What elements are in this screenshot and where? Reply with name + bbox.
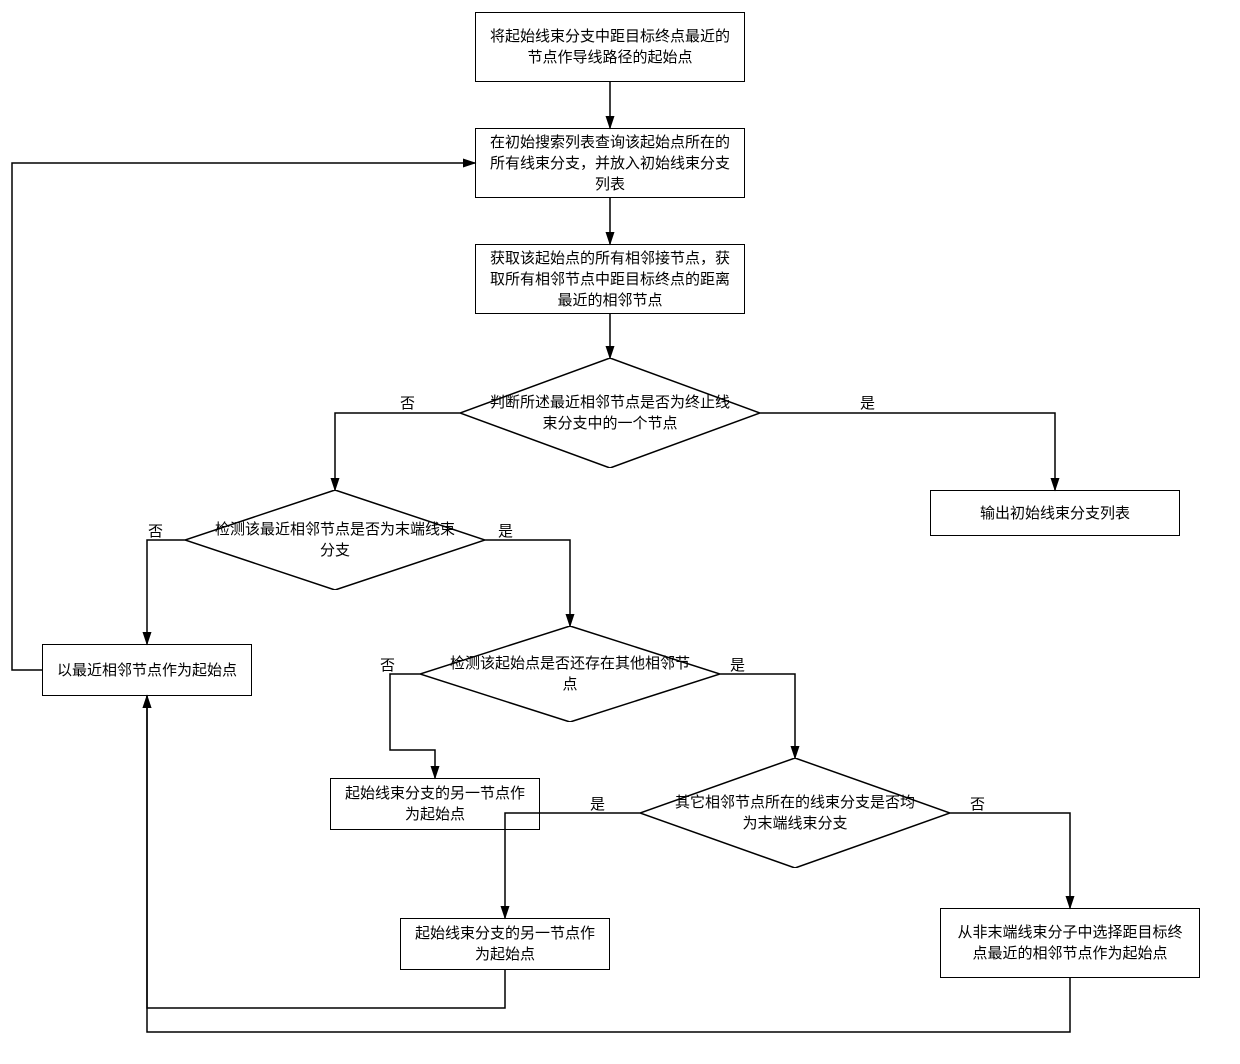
node-text: 判断所述最近相邻节点是否为终止线束分支中的一个节点 — [460, 392, 760, 434]
process-box-other-node-2: 起始线束分支的另一节点作为起始点 — [400, 918, 610, 970]
node-text: 获取该起始点的所有相邻接节点，获取所有相邻节点中距目标终点的距离最近的相邻节点 — [486, 248, 734, 311]
process-box-nearest-as-start: 以最近相邻节点作为起始点 — [42, 644, 252, 696]
process-box-output: 输出初始线束分支列表 — [930, 490, 1180, 536]
node-text: 在初始搜索列表查询该起始点所在的所有线束分支，并放入初始线束分支列表 — [486, 132, 734, 195]
decision-end-branch: 检测该最近相邻节点是否为末端线束分支 — [185, 490, 485, 590]
edge-label: 否 — [148, 520, 163, 541]
process-box-start: 将起始线束分支中距目标终点最近的节点作导线路径的起始点 — [475, 12, 745, 82]
edge-label: 否 — [400, 392, 415, 413]
decision-other-adjacent: 检测该起始点是否还存在其他相邻节点 — [420, 626, 720, 722]
node-text: 从非末端线束分子中选择距目标终点最近的相邻节点作为起始点 — [951, 922, 1189, 964]
node-text: 起始线束分支的另一节点作为起始点 — [411, 923, 599, 965]
decision-all-end-branches: 其它相邻节点所在的线束分支是否均为末端线束分支 — [640, 758, 950, 868]
decision-terminal-branch: 判断所述最近相邻节点是否为终止线束分支中的一个节点 — [460, 358, 760, 468]
node-text: 将起始线束分支中距目标终点最近的节点作导线路径的起始点 — [486, 26, 734, 68]
node-text: 其它相邻节点所在的线束分支是否均为末端线束分支 — [640, 792, 950, 834]
node-text: 以最近相邻节点作为起始点 — [57, 660, 237, 681]
edge-label: 否 — [380, 654, 395, 675]
node-text: 输出初始线束分支列表 — [980, 503, 1130, 524]
node-text: 检测该最近相邻节点是否为末端线束分支 — [185, 519, 485, 561]
process-box-adjacent: 获取该起始点的所有相邻接节点，获取所有相邻节点中距目标终点的距离最近的相邻节点 — [475, 244, 745, 314]
process-box-non-end-select: 从非末端线束分子中选择距目标终点最近的相邻节点作为起始点 — [940, 908, 1200, 978]
edge-label: 是 — [730, 654, 745, 675]
edge-label: 是 — [498, 520, 513, 541]
node-text: 起始线束分支的另一节点作为起始点 — [341, 783, 529, 825]
process-box-search: 在初始搜索列表查询该起始点所在的所有线束分支，并放入初始线束分支列表 — [475, 128, 745, 198]
edge-label: 是 — [590, 793, 605, 814]
node-text: 检测该起始点是否还存在其他相邻节点 — [420, 653, 720, 695]
process-box-other-node-1: 起始线束分支的另一节点作为起始点 — [330, 778, 540, 830]
edge-label: 否 — [970, 793, 985, 814]
edge-label: 是 — [860, 392, 875, 413]
